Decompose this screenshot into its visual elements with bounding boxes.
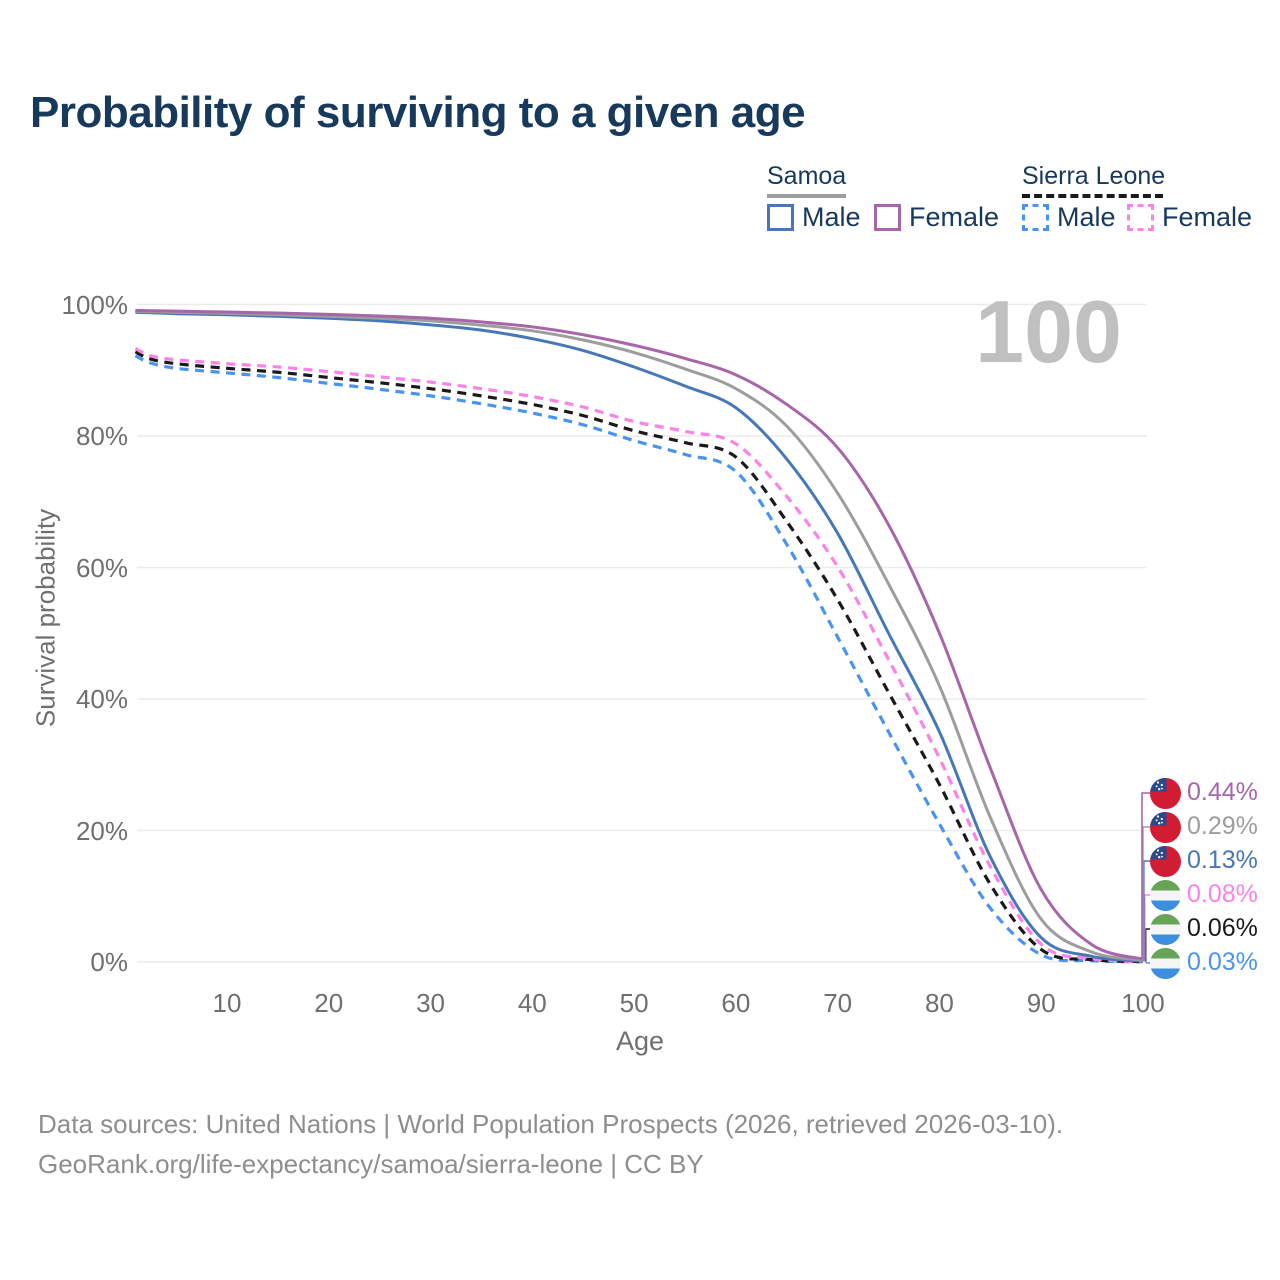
end-label-value-sierra-leone-female: 0.08% [1187,880,1258,908]
y-tick-label-100%: 100% [61,289,129,320]
x-tick-label-40: 40 [517,988,547,1018]
sierra-leone-flag-icon [1150,914,1181,945]
sierra-leone-all-line-swatch [1022,194,1163,198]
x-tick-label-10: 10 [212,988,242,1018]
x-tick-label-60: 60 [721,988,751,1018]
y-tick-label-20%: 20% [75,815,128,846]
y-tick-label-0%: 0% [90,947,128,977]
end-label-value-sierra-leone-male: 0.03% [1187,948,1258,976]
sierra-leone-flag-icon [1150,880,1181,911]
x-tick-label-50: 50 [619,988,649,1018]
legend-item-sierra-leone-female[interactable]: Female [1127,203,1252,232]
samoa-flag-icon [1150,846,1181,877]
samoa-flag-icon [1150,812,1181,843]
end-label-value-sierra-leone-all: 0.06% [1187,914,1258,942]
legend-item-samoa-female[interactable]: Female [874,203,999,232]
legend-sierra-leone-label: Sierra Leone [1022,162,1166,190]
end-label-flag-sierra-leone-female [1150,880,1181,911]
end-label-value-samoa-female: 0.44% [1187,778,1258,806]
y-tick-label-80%: 80% [75,421,128,451]
footer-attribution: GeoRank.org/life-expectancy/samoa/sierra… [38,1149,704,1179]
y-tick-label-60%: 60% [75,552,128,583]
legend-group-sierra-leone[interactable]: Sierra Leone [1022,162,1165,198]
samoa-female-swatch [874,204,901,231]
line-samoa-male[interactable] [135,310,1144,963]
end-label-value-samoa-male: 0.13% [1187,846,1258,874]
y-axis-title: Survival probability [30,508,61,728]
x-tick-label-20: 20 [314,988,344,1018]
page-title: Probability of surviving to a given age [30,88,806,137]
sierra-leone-male-swatch [1022,204,1049,231]
line-sierra-leone-male[interactable] [134,354,1144,964]
line-samoa-all[interactable] [135,309,1144,962]
line-sierra-leone-female[interactable] [134,347,1144,964]
legend-item-sierra-leone-male[interactable]: Male [1022,203,1116,232]
footer-data-sources: Data sources: United Nations | World Pop… [38,1109,1064,1139]
legend-group-samoa[interactable]: Samoa [767,162,846,198]
x-tick-label-70: 70 [823,988,853,1018]
samoa-male-swatch [767,204,794,231]
samoa-all-line-swatch [767,194,846,198]
end-label-flag-sierra-leone-male [1150,948,1181,979]
x-tick-label-30: 30 [416,988,445,1018]
sierra-leone-flag-icon [1150,948,1181,979]
leader-line-samoa-all [1142,826,1150,961]
end-label-flag-sierra-leone-all [1150,914,1181,945]
end-label-flag-samoa-female [1150,778,1181,809]
legend-item-samoa-male[interactable]: Male [767,203,861,232]
x-tick-label-80: 80 [924,988,954,1018]
end-label-flag-samoa-male [1150,846,1181,877]
sierra-leone-female-swatch [1127,204,1154,231]
line-samoa-female[interactable] [135,308,1144,961]
x-tick-label-90: 90 [1026,988,1056,1018]
end-label-flag-samoa-all [1150,812,1181,843]
line-sierra-leone-all[interactable] [134,350,1144,964]
y-tick-label-40%: 40% [75,684,128,714]
leader-line-samoa-female [1141,792,1150,960]
samoa-flag-icon [1150,778,1181,809]
x-axis-title: Age [615,1026,665,1056]
footer: Data sources: United Nations | World Pop… [38,1104,1063,1184]
age-counter: 100 [975,282,1122,381]
x-tick-label-100: 100 [1121,988,1165,1018]
end-label-value-samoa-all: 0.29% [1187,812,1258,840]
legend-samoa-label: Samoa [767,162,847,190]
